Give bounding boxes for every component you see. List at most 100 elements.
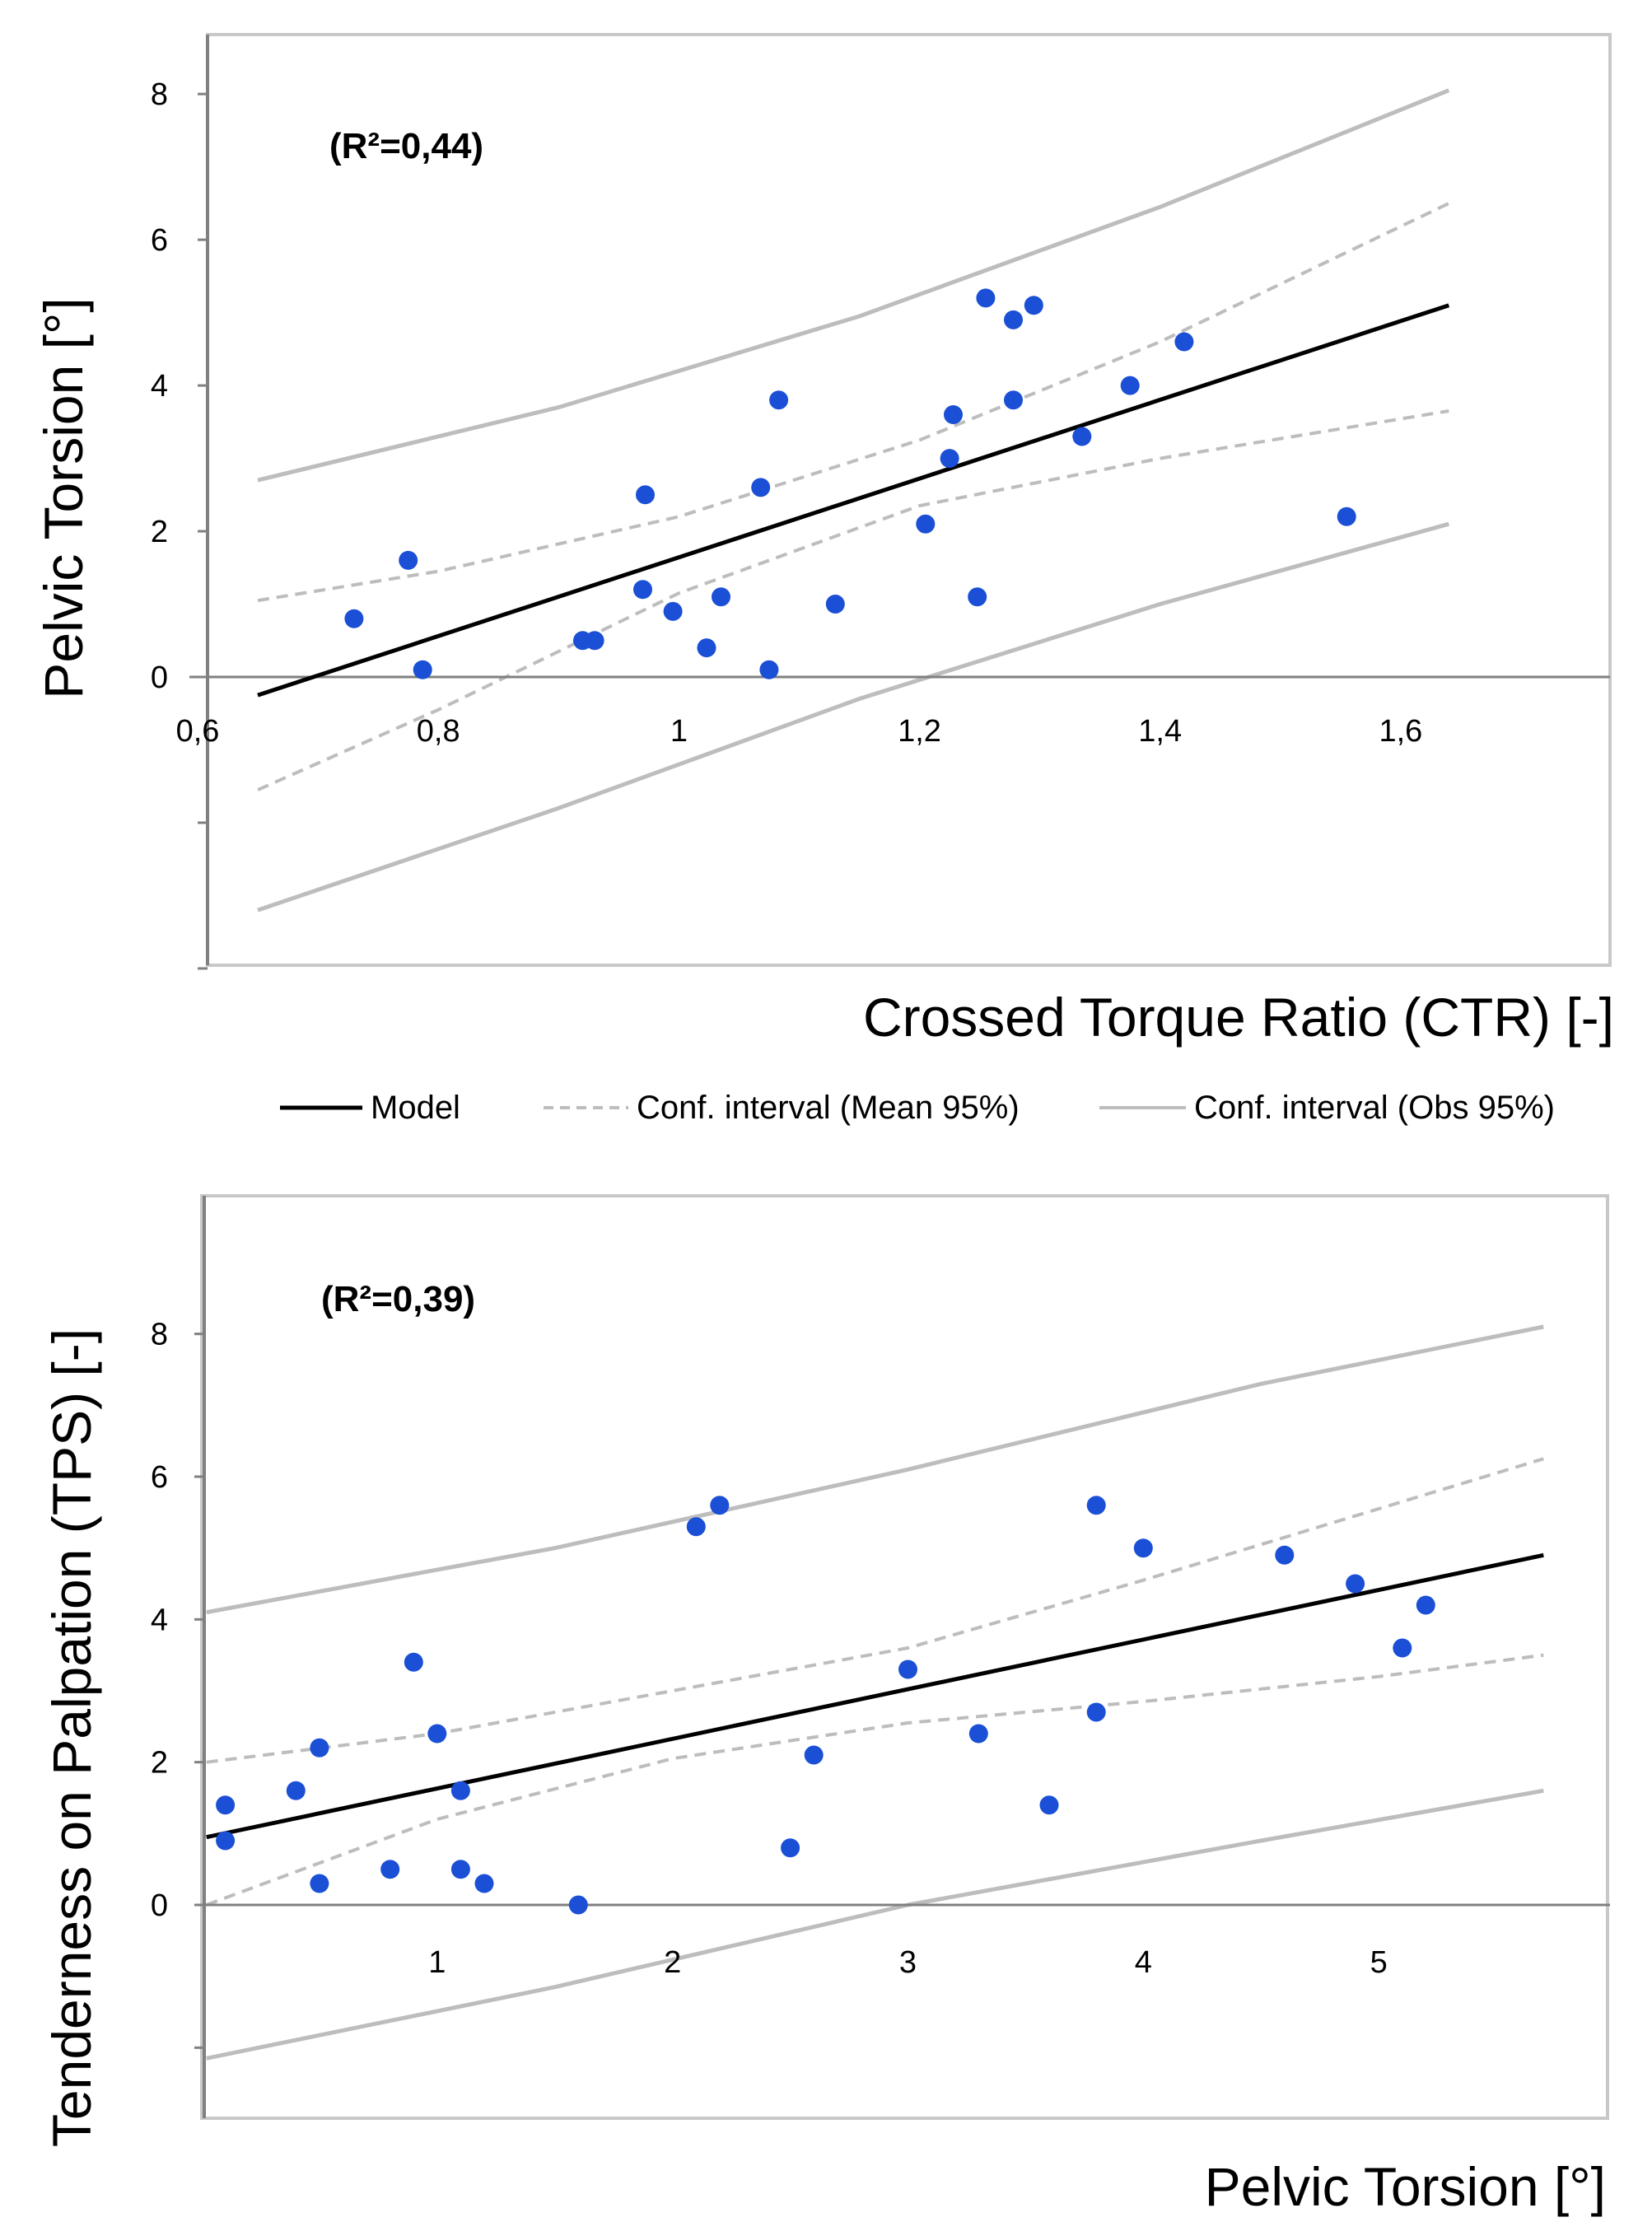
y-tick-labels: 0 2 4 6 8 [151, 77, 168, 695]
data-point [286, 1781, 306, 1800]
data-point [568, 1895, 588, 1915]
y-tick-labels: 0 2 4 6 8 [151, 1318, 168, 1923]
data-point [769, 390, 789, 410]
x-tick-label: 1,2 [898, 714, 941, 749]
x-tick-label: 5 [1370, 1945, 1388, 1980]
data-point [1393, 1638, 1412, 1658]
data-point [759, 660, 779, 679]
legend-label-mean-ci: Conf. interval (Mean 95%) [637, 1090, 1020, 1126]
data-point [944, 405, 963, 424]
x-tick-label: 0,6 [176, 714, 220, 749]
r2-annotation: (R²=0,44) [329, 126, 483, 166]
y-tick-label: 8 [151, 1318, 168, 1352]
y-tick-label: 4 [151, 369, 168, 404]
data-point [898, 1659, 917, 1679]
r2-annotation: (R²=0,39) [321, 1279, 475, 1319]
mean-ci-upper-line [206, 1457, 1544, 1764]
data-point [413, 660, 432, 679]
x-tick-label: 1 [670, 714, 688, 749]
obs-ci-lines [206, 1324, 1544, 2061]
data-point [636, 485, 655, 505]
data-point [310, 1738, 329, 1758]
x-tick-label: 0,8 [417, 714, 460, 749]
y-tick-label: 0 [151, 661, 168, 695]
data-point [1072, 427, 1092, 446]
data-point [968, 1724, 988, 1744]
mean-ci-lines [257, 202, 1450, 791]
y-tick-label: 4 [151, 1603, 168, 1637]
axes [194, 1196, 1610, 2118]
y-tick-label: 2 [151, 1746, 168, 1781]
x-axis-label: Crossed Torque Ratio (CTR) [-] [863, 987, 1614, 1048]
obs-ci-upper-line [257, 88, 1450, 483]
data-point [216, 1831, 236, 1851]
legend-item-mean-ci: Conf. interval (Mean 95%) [544, 1090, 1020, 1126]
data-point [663, 601, 683, 621]
x-tick-label: 3 [899, 1945, 917, 1980]
x-tick-label: 1,6 [1379, 714, 1422, 749]
model-line [206, 1552, 1544, 1840]
x-axis-label: Pelvic Torsion [°] [1205, 2156, 1606, 2217]
obs-ci-lines [257, 88, 1450, 913]
legend-label-model: Model [371, 1090, 460, 1126]
data-point [804, 1745, 824, 1765]
data-point [344, 609, 364, 628]
y-tick-label: 8 [151, 77, 168, 112]
legend: Model Conf. interval (Mean 95%) Conf. in… [280, 1090, 1555, 1126]
plot-frame [200, 1194, 1609, 2120]
mean-ci-lower-line [206, 1653, 1544, 1907]
data-point [1004, 390, 1023, 410]
mean-ci-lines [206, 1457, 1544, 1907]
y-tick-label: 2 [151, 515, 168, 549]
legend-item-obs-ci: Conf. interval (Obs 95%) [1099, 1090, 1555, 1126]
chart-pelvic-torsion-vs-tps: 1 2 3 4 5 0 2 4 6 8 (R²=0,39) Tenderness on Palp… [41, 1194, 1610, 2217]
data-point [474, 1874, 494, 1893]
data-point [380, 1860, 400, 1879]
y-tick-label: 6 [151, 223, 168, 258]
data-point [1275, 1545, 1295, 1565]
data-point [585, 631, 604, 651]
data-points [216, 1496, 1435, 1915]
data-point [450, 1860, 470, 1879]
model-regression-line [257, 303, 1450, 698]
data-point [1039, 1795, 1059, 1815]
data-point [686, 1517, 706, 1537]
mean-ci-lower-line [257, 409, 1449, 791]
data-point [1174, 332, 1194, 352]
data-point [710, 1496, 730, 1515]
x-tick-label: 1 [428, 1945, 446, 1980]
data-point [404, 1652, 423, 1672]
y-tick-label: 6 [151, 1460, 168, 1495]
y-tick-label: 0 [151, 1888, 168, 1923]
data-point [916, 514, 936, 534]
data-point [399, 550, 418, 570]
chart-ctr-vs-pelvic-torsion: 0,6 0,8 1 1,2 1,4 1,6 0 2 4 6 8 (R²=0,44) Pelvic … [33, 33, 1614, 1048]
data-point [1086, 1702, 1106, 1722]
x-tick-label: 2 [664, 1945, 681, 1980]
data-point [1004, 310, 1023, 329]
mean-ci-upper-line [257, 202, 1450, 603]
data-point [450, 1781, 470, 1800]
data-point [427, 1724, 447, 1744]
data-point [968, 587, 987, 607]
data-point [976, 288, 996, 308]
data-point [781, 1838, 800, 1858]
data-points [344, 288, 1356, 679]
x-tick-label: 4 [1135, 1945, 1152, 1980]
plot-frame [206, 33, 1612, 967]
data-point [940, 449, 959, 469]
model-line [257, 303, 1450, 698]
data-point [633, 580, 652, 600]
y-axis-label: Pelvic Torsion [°] [33, 297, 94, 698]
data-point [1337, 506, 1356, 526]
axes [189, 35, 1610, 970]
data-point [697, 638, 716, 658]
data-point [310, 1874, 329, 1893]
model-regression-line [206, 1552, 1544, 1840]
y-axis-label: Tenderness on Palpation (TPS) [-] [41, 1328, 102, 2147]
data-point [1133, 1538, 1153, 1558]
x-tick-labels: 0,6 0,8 1 1,2 1,4 1,6 [176, 714, 1423, 749]
data-point [216, 1795, 236, 1815]
x-tick-labels: 1 2 3 4 5 [428, 1945, 1388, 1980]
